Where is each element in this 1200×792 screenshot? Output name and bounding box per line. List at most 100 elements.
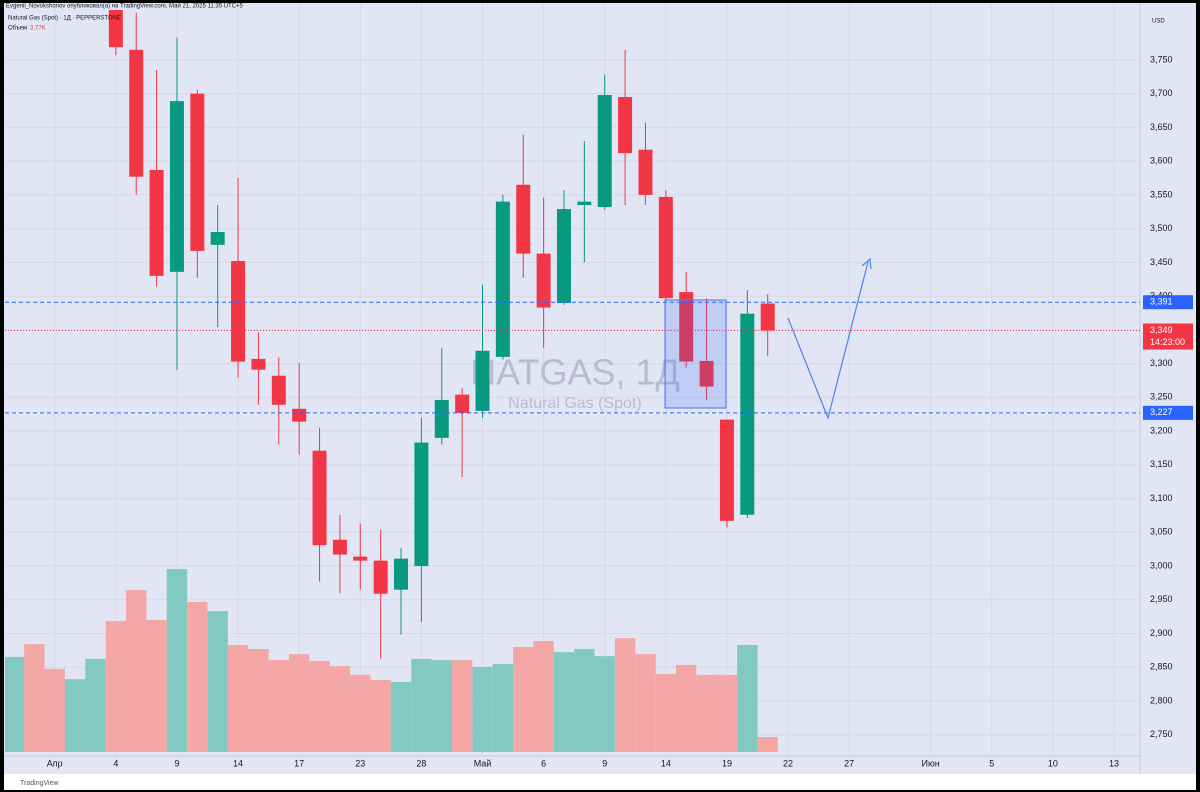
volume-bar — [207, 611, 228, 752]
y-tick-label: 3,600 — [1150, 156, 1173, 166]
volume-bar — [492, 664, 514, 752]
y-tick-label: 3,000 — [1150, 560, 1173, 570]
candle-body — [251, 358, 266, 370]
volume-bar — [655, 674, 677, 752]
y-tick-label: 3,050 — [1150, 527, 1173, 537]
candle-body — [618, 97, 633, 154]
level-label-box — [1143, 295, 1193, 310]
candle-body — [129, 49, 144, 177]
y-tick-label: 3,750 — [1150, 54, 1173, 64]
volume-title: Объем — [8, 26, 27, 32]
plot — [5, 10, 1140, 752]
y-tick-label: 3,250 — [1150, 392, 1173, 402]
y-tick-label: 3,450 — [1150, 257, 1173, 267]
legend-line: Natural Gas (Spot) · 1Д · PEPPERSTONE — [8, 16, 121, 22]
candle-body — [149, 169, 164, 276]
level-label: 3,391 — [1150, 297, 1173, 307]
volume-bar — [126, 590, 147, 752]
volume-bar — [24, 644, 45, 752]
volume-bar — [146, 619, 167, 752]
candle-body — [719, 419, 734, 521]
candle-body — [271, 375, 286, 405]
x-tick-label: Апр — [47, 758, 63, 768]
volume-bar — [5, 656, 25, 752]
y-tick-label: 2,950 — [1150, 594, 1173, 604]
volume-bar — [411, 658, 432, 752]
x-tick-label: 14 — [233, 758, 243, 768]
volume-bar — [370, 679, 391, 752]
x-tick-label: Июн — [922, 758, 940, 768]
axes: 2,750 2,800 2,850 2,900 2,950 3,000 3,050 3,100… — [47, 54, 1193, 768]
highlight-box — [664, 299, 727, 409]
candle-body — [516, 184, 531, 254]
volume-bar — [329, 666, 351, 752]
volume-bar — [737, 644, 758, 752]
arrow-head — [861, 257, 872, 270]
x-tick-label: 5 — [989, 758, 994, 768]
volume-bar — [390, 681, 412, 752]
volume-bar — [227, 644, 249, 752]
candle-body — [455, 394, 470, 413]
candle-body — [169, 101, 184, 272]
author-line: Evgenii_Novokshonov опубликовал(а) на Tr… — [6, 3, 244, 10]
volume-bar — [614, 638, 636, 752]
volume-bar — [268, 660, 289, 752]
volume-bar — [451, 660, 473, 752]
volume-bar — [248, 648, 269, 752]
volume-bar — [594, 656, 615, 752]
last-price-box — [1143, 323, 1193, 350]
candle-body — [556, 209, 571, 303]
y-tick-label: 3,700 — [1150, 88, 1173, 98]
x-tick-label: 27 — [844, 758, 854, 768]
y-tick-label: 3,300 — [1150, 358, 1173, 368]
volume-bar — [574, 648, 595, 752]
candle-body — [312, 450, 327, 546]
footer-brand: TradingView — [20, 780, 59, 787]
candle-body — [210, 232, 225, 245]
candle-body — [108, 10, 123, 48]
y-tick-label: 3,100 — [1150, 493, 1173, 503]
y-tick-label: 3,150 — [1150, 459, 1173, 469]
candle-body — [577, 201, 592, 206]
candle-body — [597, 95, 612, 208]
x-tick-label: 19 — [722, 758, 732, 768]
y-tick-label: 3,500 — [1150, 223, 1173, 233]
x-tick-label: 22 — [783, 758, 793, 768]
volume-bar — [431, 660, 452, 752]
y-tick-label: 3,200 — [1150, 425, 1173, 435]
candle-body — [373, 560, 388, 594]
y-tick-label: 2,850 — [1150, 662, 1173, 672]
y-tick-label: 2,800 — [1150, 695, 1173, 705]
x-tick-label: Май — [474, 758, 492, 768]
x-tick-label: 9 — [174, 758, 179, 768]
candle-body — [679, 292, 694, 362]
volume-bar — [309, 660, 330, 752]
last-price-label: 3,349 — [1150, 325, 1173, 335]
volume-bar — [64, 679, 86, 752]
countdown: 14:23:00 — [1150, 337, 1185, 347]
y-tick-label: 3,650 — [1150, 122, 1173, 132]
y-tick-label: 2,900 — [1150, 628, 1173, 638]
volume-bar — [635, 654, 656, 752]
volume-bar — [288, 654, 310, 752]
volume-bar — [105, 621, 127, 752]
candle-body — [414, 442, 429, 567]
volume-value: 3,77K — [30, 26, 46, 32]
volume-bar — [757, 737, 778, 752]
forecast-arrow — [787, 261, 869, 420]
volume-bar — [187, 602, 208, 752]
volume-bar — [696, 674, 717, 752]
candle-body — [353, 556, 368, 561]
candle-body — [475, 350, 490, 411]
candle-body — [231, 261, 246, 362]
watermark-symbol: NATGAS, 1Д — [470, 352, 680, 393]
candle-body — [740, 313, 755, 515]
x-tick-label: 23 — [355, 758, 365, 768]
volume-bar — [716, 674, 738, 752]
x-tick-label: 14 — [661, 758, 671, 768]
candle-body — [434, 400, 449, 438]
candle-body — [536, 253, 551, 308]
x-tick-label: 28 — [416, 758, 426, 768]
